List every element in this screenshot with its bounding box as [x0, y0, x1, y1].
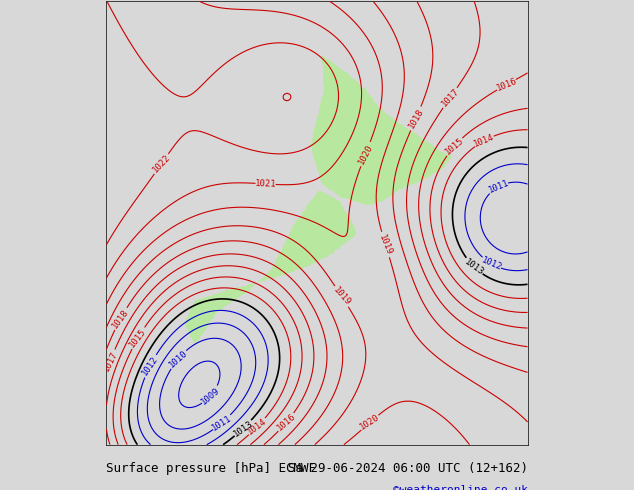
Text: 1014: 1014	[246, 416, 268, 437]
Text: Surface pressure [hPa] ECMWF: Surface pressure [hPa] ECMWF	[107, 463, 316, 475]
Text: 1018: 1018	[110, 307, 131, 330]
Text: 1016: 1016	[275, 412, 297, 433]
Text: 1010: 1010	[167, 348, 190, 369]
Text: 1022: 1022	[151, 153, 172, 175]
Text: 1020: 1020	[356, 143, 375, 166]
Text: 1013: 1013	[231, 418, 254, 438]
Text: Sa 29-06-2024 06:00 UTC (12+162): Sa 29-06-2024 06:00 UTC (12+162)	[288, 463, 527, 475]
Text: 1012: 1012	[480, 255, 503, 272]
Text: 1018: 1018	[406, 107, 425, 130]
Text: 1019: 1019	[377, 233, 394, 256]
Text: 1017: 1017	[101, 350, 119, 373]
Text: 1012: 1012	[140, 354, 160, 377]
Text: 1011: 1011	[487, 178, 510, 195]
Text: 1013: 1013	[463, 257, 486, 277]
Text: 1020: 1020	[358, 413, 381, 432]
Text: 1017: 1017	[439, 87, 461, 109]
Text: 1015: 1015	[443, 136, 465, 157]
Text: 1015: 1015	[128, 327, 148, 349]
Text: 1011: 1011	[210, 413, 233, 432]
Text: 1016: 1016	[495, 76, 518, 93]
Text: 1021: 1021	[255, 179, 276, 189]
Text: 1009: 1009	[199, 385, 222, 406]
Text: 1019: 1019	[331, 285, 353, 307]
Text: ©weatheronline.co.uk: ©weatheronline.co.uk	[392, 485, 527, 490]
Text: 1014: 1014	[472, 132, 496, 149]
